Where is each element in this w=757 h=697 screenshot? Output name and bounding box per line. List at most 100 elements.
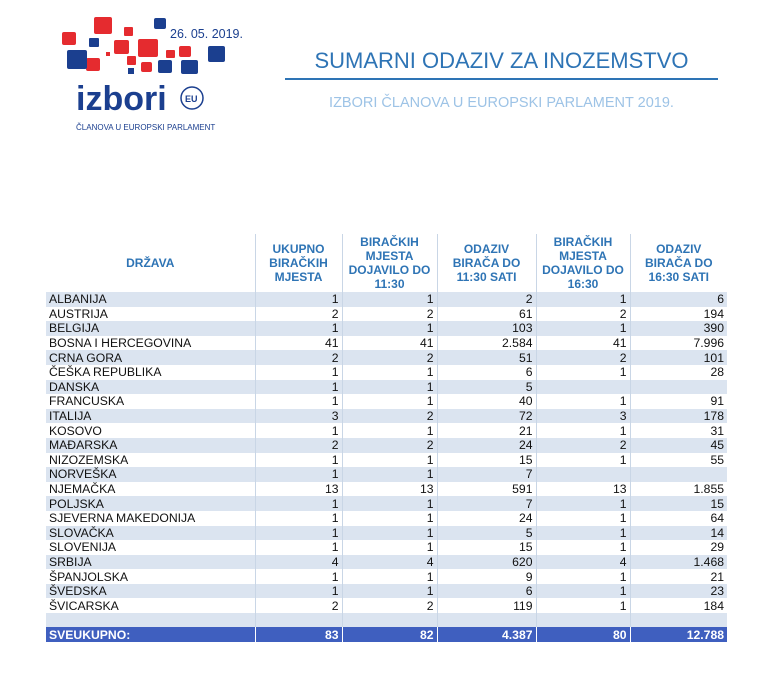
cell-total-stations: 2 — [254, 350, 342, 365]
cell-country: POLJSKA — [46, 496, 255, 511]
cell-reported-1630: 41 — [535, 335, 630, 351]
table-row: NJEMAČKA 13 13 591 13 1.855 — [46, 481, 727, 497]
cell-turnout-1130: 15 — [436, 540, 536, 555]
table-row: SLOVENIJA 1 1 15 1 29 — [46, 540, 727, 555]
header-row: DRŽAVA UKUPNO BIRAČKIH MJESTA BIRAČKIH M… — [46, 234, 727, 292]
cell-reported-1130: 1 — [341, 467, 437, 482]
cell-reported-1630: 1 — [535, 525, 630, 541]
total-row: SVEUKUPNO: 83 82 4.387 80 12.788 — [46, 627, 727, 643]
cell-turnout-1130: 591 — [436, 481, 536, 497]
cell-turnout-1630 — [629, 379, 727, 395]
cell-total-stations: 1 — [254, 292, 342, 307]
cell-turnout-1130: 51 — [436, 350, 536, 365]
cell-total-stations: 41 — [254, 335, 342, 351]
cell-country: FRANCUSKA — [49, 394, 125, 409]
table-row: SRBIJA 4 4 620 4 1.468 — [46, 554, 727, 570]
cell-reported-1130: 4 — [341, 554, 437, 570]
table-row: SLOVAČKA 1 1 5 1 14 — [46, 525, 727, 541]
table-row: NORVEŠKA 1 1 7 — [46, 467, 727, 482]
cell-reported-1630: 2 — [535, 350, 630, 365]
cell-reported-1130 — [341, 613, 437, 628]
cell-reported-1630: 4 — [535, 554, 630, 570]
cell-total-stations: 2 — [254, 306, 342, 322]
cell-reported-1130: 2 — [341, 408, 437, 424]
cell-country: NJEMAČKA — [49, 482, 116, 497]
cell-country: SLOVAČKA — [46, 525, 255, 541]
cell-reported-1130: 1 — [341, 510, 437, 526]
cell-turnout-1630: 55 — [629, 452, 727, 468]
cell-reported-1630: 1 — [535, 569, 630, 584]
cell-reported-1630 — [535, 379, 630, 395]
page-title: SUMARNI ODAZIV ZA INOZEMSTVO — [285, 48, 718, 80]
cell-reported-1130: 13 — [341, 481, 437, 497]
cell-turnout-1630: 6 — [629, 292, 727, 307]
cell-country: AUSTRIJA — [49, 306, 108, 321]
cell-country: SLOVENIJA — [49, 540, 117, 555]
cell-turnout-1130: 7 — [436, 467, 536, 482]
table-row: AUSTRIJA 2 2 61 2 194 — [46, 306, 727, 322]
cell-turnout-1630: 1.468 — [629, 554, 727, 570]
table-row: POLJSKA 1 1 7 1 15 — [46, 496, 727, 511]
cell-reported-1130: 1 — [341, 452, 437, 468]
cell-reported-1630: 1 — [535, 321, 630, 336]
cell-total-stations: 1 — [254, 540, 342, 555]
table-row: KOSOVO 1 1 21 1 31 — [46, 423, 727, 438]
cell-total-stations: 1 — [254, 452, 342, 468]
col-header-turnout-1630: ODAZIV BIRAČA DO 16:30 SATI — [629, 234, 727, 292]
col-header-total-stations: UKUPNO BIRAČKIH MJESTA — [254, 234, 342, 292]
cell-country: SJEVERNA MAKEDONIJA — [49, 511, 196, 526]
table-row: NIZOZEMSKA 1 1 15 1 55 — [46, 452, 727, 468]
table-row: ALBANIJA 1 1 2 1 6 — [46, 292, 727, 307]
cell-reported-1130: 1 — [341, 583, 437, 599]
cell-total-stations — [254, 613, 342, 628]
logo-eu-badge: EU — [185, 94, 198, 104]
izbori-logo: 26. 05. 2019. izbori EU ČLANOVA U EUROPS… — [62, 17, 243, 132]
turnout-table: DRŽAVA UKUPNO BIRAČKIH MJESTA BIRAČKIH M… — [46, 234, 727, 643]
cell-turnout-1130 — [436, 613, 536, 628]
table-row: SJEVERNA MAKEDONIJA 1 1 24 1 64 — [46, 510, 727, 526]
page-subtitle: IZBORI ČLANOVA U EUROPSKI PARLAMENT 2019… — [329, 95, 674, 111]
table-row: ŠVEDSKA 1 1 6 1 23 — [46, 583, 727, 599]
table-row: ŠVICARSKA 2 2 119 1 184 — [46, 598, 727, 614]
cell-turnout-1630: 45 — [629, 437, 727, 453]
cell-reported-1130: 41 — [341, 335, 437, 351]
table-row: BELGIJA 1 1 103 1 390 — [46, 321, 727, 336]
cell-turnout-1630 — [629, 613, 727, 628]
cell-total-stations: 1 — [254, 510, 342, 526]
cell-country: NIZOZEMSKA — [49, 452, 129, 467]
cell-reported-1630: 13 — [535, 481, 630, 497]
cell-reported-1130: 1 — [341, 496, 437, 511]
cell-country: CRNA GORA — [46, 350, 255, 365]
cell-total-stations: 2 — [254, 598, 342, 614]
cell-total-stations: 1 — [254, 496, 342, 511]
cell-turnout-1630: 194 — [629, 306, 727, 322]
cell-reported-1630: 1 — [535, 540, 630, 555]
col-header-reported-1630: BIRAČKIH MJESTA DOJAVILO DO 16:30 — [535, 234, 630, 292]
col-header-country: DRŽAVA — [126, 256, 175, 270]
col-header-turnout-1130: ODAZIV BIRAČA DO 11:30 SATI — [436, 234, 536, 292]
cell-reported-1130: 1 — [341, 379, 437, 395]
cell-turnout-1630: 64 — [629, 510, 727, 526]
cell-total-stations: 3 — [254, 408, 342, 424]
table-row: ŠPANJOLSKA 1 1 9 1 21 — [46, 569, 727, 584]
cell-turnout-1630: 178 — [629, 408, 727, 424]
cell-country: SRBIJA — [46, 554, 255, 570]
cell-country: KOSOVO — [49, 423, 102, 438]
cell-turnout-1630: 1.855 — [629, 481, 727, 497]
cell-total-stations: 1 — [254, 364, 342, 380]
election-date: 26. 05. 2019. — [170, 27, 243, 41]
cell-reported-1630: 80 — [535, 627, 630, 643]
cell-reported-1130: 82 — [341, 627, 437, 643]
cell-country: NORVEŠKA — [46, 467, 255, 482]
cell-total-stations: 4 — [254, 554, 342, 570]
cell-total-stations: 1 — [254, 321, 342, 336]
cell-turnout-1130: 5 — [436, 525, 536, 541]
table-row: ČEŠKA REPUBLIKA 1 1 6 1 28 — [46, 364, 727, 380]
cell-turnout-1130: 21 — [436, 423, 536, 438]
cell-total-stations: 1 — [254, 467, 342, 482]
cell-country: ŠPANJOLSKA — [49, 569, 129, 584]
cell-turnout-1630: 101 — [629, 350, 727, 365]
table-row: DANSKA 1 1 5 — [46, 379, 727, 395]
cell-reported-1130: 2 — [341, 306, 437, 322]
cell-country: ALBANIJA — [46, 292, 255, 307]
